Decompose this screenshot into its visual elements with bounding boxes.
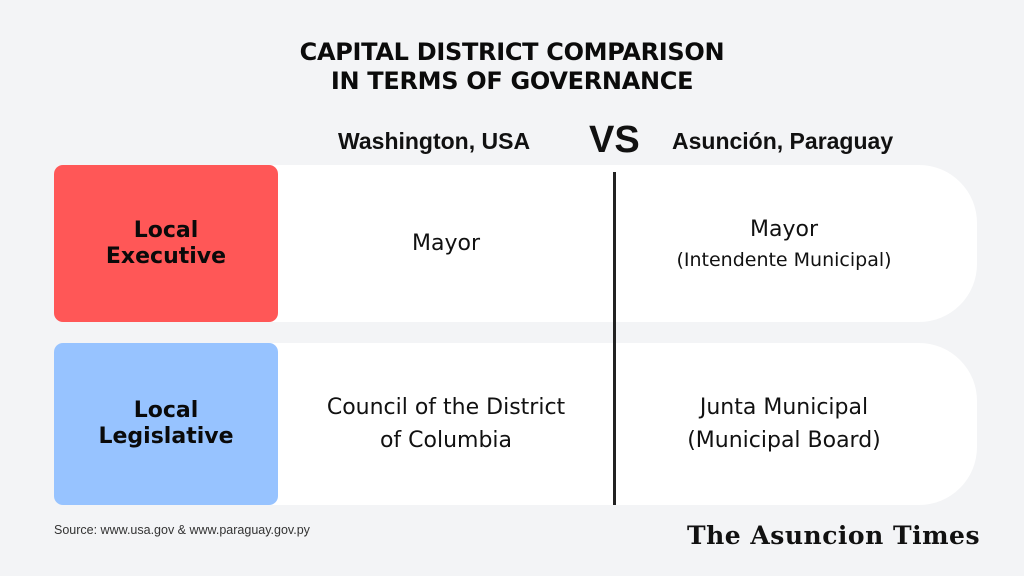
washington-legislative-cell: Council of the District of Columbia <box>278 343 614 505</box>
asuncion-legislative-cell: Junta Municipal (Municipal Board) <box>614 343 954 505</box>
column-header-asuncion: Asunción, Paraguay <box>672 128 894 154</box>
row-label-line-2: Legislative <box>98 424 234 449</box>
row-label-legislative: Local Legislative <box>54 343 278 505</box>
cell-subtext: (Intendente Municipal) <box>676 249 892 271</box>
brand-logo: The Asuncion Times <box>687 521 981 550</box>
title-line-2: IN TERMS OF GOVERNANCE <box>330 67 694 95</box>
vs-label: VS <box>589 119 640 161</box>
title-line-1: CAPITAL DISTRICT COMPARISON <box>299 38 725 66</box>
asuncion-executive-cell: Mayor (Intendente Municipal) <box>614 165 954 322</box>
cell-text: Mayor <box>412 231 480 256</box>
comparison-row-executive: Local Executive Mayor Mayor (Intendente … <box>54 165 977 322</box>
washington-executive-cell: Mayor <box>278 165 614 322</box>
cell-subtext: (Municipal Board) <box>687 428 881 453</box>
cell-text: Council of the District <box>326 395 566 420</box>
cell-text: Mayor <box>750 217 818 242</box>
cell-text: Junta Municipal <box>699 395 869 420</box>
column-header-washington: Washington, USA <box>338 128 531 154</box>
cell-text-line-2: of Columbia <box>379 428 513 453</box>
row-label-line-1: Local <box>133 217 199 243</box>
row-label-executive: Local Executive <box>54 165 278 322</box>
column-divider <box>613 172 616 505</box>
row-label-line-2: Executive <box>105 243 227 269</box>
page-title: CAPITAL DISTRICT COMPARISON IN TERMS OF … <box>0 38 1024 96</box>
row-label-line-1: Local <box>133 398 199 423</box>
source-note: Source: www.usa.gov & www.paraguay.gov.p… <box>54 523 310 537</box>
comparison-row-legislative: Local Legislative Council of the Distric… <box>54 343 977 505</box>
